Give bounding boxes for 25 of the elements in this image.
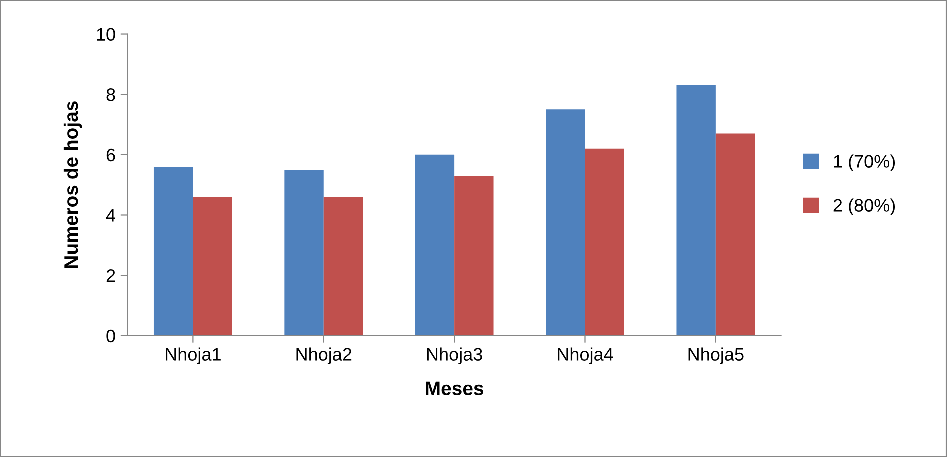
bar [716,134,756,336]
bar [324,197,364,336]
legend-label: 1 (70%) [834,154,896,172]
x-tick-label: Nhoja3 [427,348,482,365]
x-tick-label: Nhoja1 [166,348,221,365]
x-axis-title: Meses [426,382,484,396]
bar [193,197,232,336]
bar [154,166,194,336]
bar [454,176,494,336]
y-tick-label: 4 [106,209,116,222]
bar [546,110,586,336]
y-tick-label: 8 [106,88,116,102]
legend-label: 2 (80%) [834,198,896,216]
bar [415,154,455,336]
y-tick-label: 10 [97,28,116,41]
bar [585,148,624,336]
x-tick-label: Nhoja5 [688,348,744,365]
y-tick-label: 0 [106,330,116,343]
x-tick-label: Nhoja2 [296,348,352,365]
bar [676,86,716,336]
x-tick-label: Nhoja4 [558,348,614,365]
bar [284,170,324,336]
y-tick-label: 6 [106,148,116,162]
y-axis-title: Numeros de hojas [64,102,82,268]
y-tick-label: 2 [106,270,116,282]
